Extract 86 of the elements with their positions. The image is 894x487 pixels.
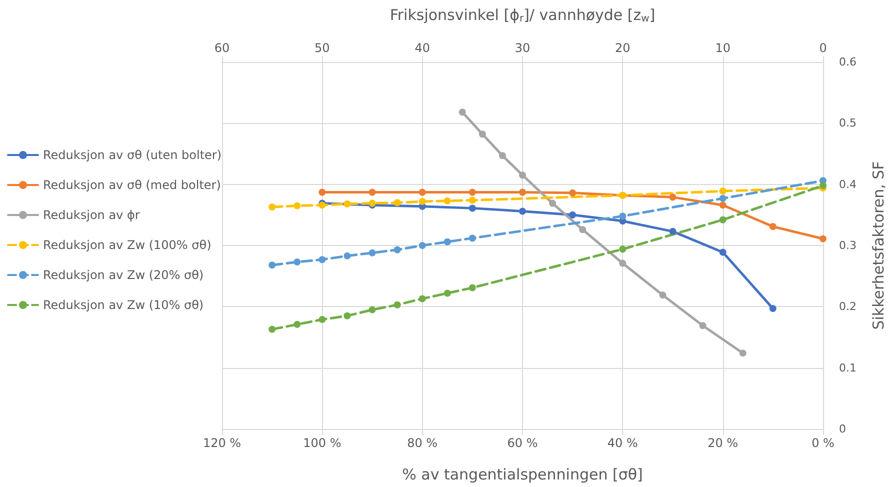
point [344,312,351,320]
x2-tick-label: 40 [414,41,430,55]
point [394,199,401,206]
legend-label: Reduksjon av σθ (med bolter) [43,178,221,192]
x2-tick-label: 0 [819,41,827,55]
point [769,305,776,312]
point [739,350,746,357]
y2-axis-title: Sikkerhetsfaktoren, SF [870,161,888,330]
point [318,256,326,264]
point [719,188,726,195]
x-tick-label: 60 % [507,436,538,450]
point [769,223,776,230]
point [468,284,476,292]
point [519,172,526,179]
point [294,320,301,328]
point [318,316,326,324]
point [579,226,586,234]
y2-tick-label: 0.2 [839,300,856,314]
point [478,130,486,138]
point [519,188,526,196]
point [569,211,576,218]
point [344,252,351,260]
point [318,188,326,196]
point [418,242,426,249]
legend-label: Reduksjon av Zw (100% σθ) [43,238,212,252]
point [619,212,626,220]
x-tick-label: 20 % [708,436,738,450]
x-tick-label: 0 % [812,436,834,450]
x2-tick-label: 60 [214,41,230,55]
point [719,216,726,224]
x2-tick-label: 10 [715,41,730,55]
point [468,234,476,242]
point [699,322,706,330]
point [519,208,526,215]
point [468,196,476,204]
y2-tick-label: 0.4 [839,178,856,191]
x-axis-title: % av tangentialspenningen [σθ] [402,466,643,484]
point [268,326,276,333]
point [294,258,301,266]
legend-label: Reduksjon av σθ (uten bolter) [43,148,222,162]
point [268,262,276,269]
x2-tick-label: 50 [314,41,330,55]
point [294,202,301,210]
point [669,194,676,201]
y2-tick-label: 0.1 [839,361,856,374]
point [820,182,826,190]
point [444,290,451,297]
point [444,238,451,246]
y2-tick-label: 0.5 [839,116,856,130]
point [619,260,626,267]
point [394,246,401,254]
point [549,200,556,207]
point [368,306,376,314]
legend-label: Reduksjon av Zw (10% σθ) [43,298,204,312]
point [719,248,726,256]
y2-tick-label: 0.6 [839,56,856,68]
x2-tick-label: 30 [514,41,530,55]
legend-label: Reduksjon av Zw (20% σθ) [43,268,204,282]
point [344,200,351,208]
legend-label: Reduksjon av ϕr [43,208,140,222]
point [268,203,276,210]
y2-tick-label: 0.3 [839,239,856,252]
x-tick-label: 40 % [607,436,638,450]
point [820,235,826,242]
point [498,152,506,160]
point [368,249,376,256]
point [444,197,451,204]
point [394,301,401,308]
point [418,295,426,302]
point [619,246,626,253]
point [368,188,376,196]
point [659,292,666,299]
point [669,228,676,235]
point [468,204,476,212]
point [418,198,426,205]
point [458,108,466,116]
point [719,194,726,202]
x-tick-label: 100 % [303,436,342,450]
x-tick-label: 120 % [202,436,242,450]
x-tick-label: 80 % [407,436,438,450]
point [418,188,426,196]
point [468,188,476,196]
x2-tick-label: 20 [615,41,630,55]
point [569,189,576,196]
y2-tick-label: 0 [839,422,846,436]
point [719,202,726,209]
